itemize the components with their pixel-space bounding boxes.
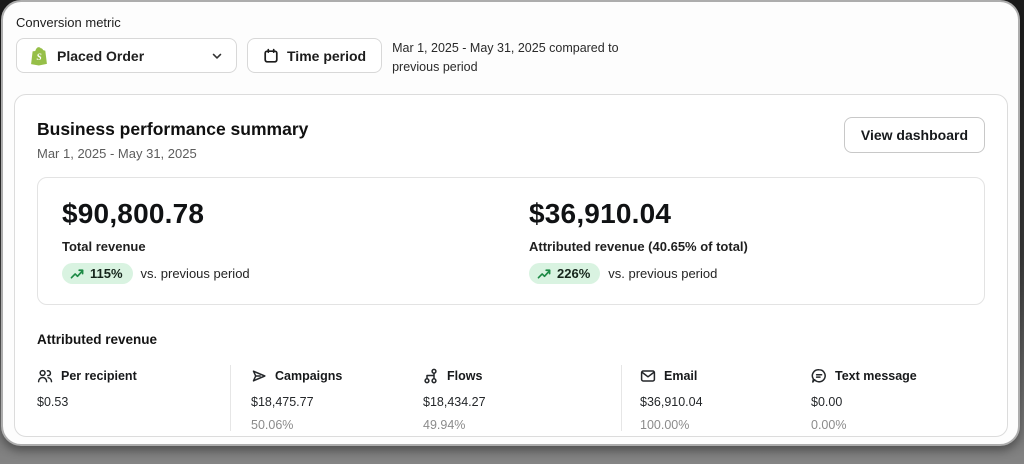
chat-icon <box>811 368 827 384</box>
metric-percent: 50.06% <box>251 417 294 432</box>
conversion-metric-label: Conversion metric <box>16 15 121 30</box>
metric-value: $18,434.27 <box>423 394 486 409</box>
attributed-revenue-metrics: Per recipient $0.53 Campaigns $18,475.77… <box>37 364 985 440</box>
metric-label: Text message <box>835 368 917 383</box>
chevron-down-icon <box>210 49 224 63</box>
metric-campaigns: Campaigns $18,475.77 50.06% <box>251 368 342 432</box>
attributed-revenue-change-note: vs. previous period <box>608 265 718 281</box>
card-subtitle: Mar 1, 2025 - May 31, 2025 <box>37 145 197 161</box>
metric-text-message: Text message $0.00 0.00% <box>811 368 917 432</box>
metric-per-recipient: Per recipient $0.53 <box>37 368 137 418</box>
attributed-revenue-value: $36,910.04 <box>529 197 672 229</box>
attributed-revenue-stat: $36,910.04 Attributed revenue (40.65% of… <box>529 197 748 284</box>
conversion-metric-dropdown[interactable]: S Placed Order <box>16 38 237 73</box>
metric-percent: 49.94% <box>423 417 466 432</box>
total-revenue-label: Total revenue <box>62 238 146 254</box>
shopify-icon: S <box>30 46 48 66</box>
svg-text:S: S <box>37 53 42 63</box>
send-icon <box>251 368 267 384</box>
trend-up-icon <box>537 267 552 280</box>
metric-value: $36,910.04 <box>640 394 703 409</box>
divider <box>230 364 231 431</box>
attributed-revenue-change-badge: 226% <box>529 262 601 284</box>
card-header-text: Business performance summary Mar 1, 2025… <box>37 117 308 161</box>
attributed-revenue-change-row: 226% vs. previous period <box>529 262 748 284</box>
toolbar: Conversion metric S Placed Order <box>3 2 1018 77</box>
metric-email: Email $36,910.04 100.00% <box>640 368 703 432</box>
business-performance-card: Business performance summary Mar 1, 2025… <box>14 93 1008 440</box>
total-revenue-change-row: 115% vs. previous period <box>62 262 529 284</box>
view-dashboard-button[interactable]: View dashboard <box>843 116 985 153</box>
attributed-revenue-change: 226% <box>557 265 591 281</box>
date-range-note: Mar 1, 2025 - May 31, 2025 compared to p… <box>392 41 619 74</box>
total-revenue-change: 115% <box>90 265 123 281</box>
metric-value: $18,475.77 <box>251 394 314 409</box>
conversion-metric-value: Placed Order <box>57 47 145 64</box>
card-header: Business performance summary Mar 1, 2025… <box>37 116 985 161</box>
total-revenue-change-note: vs. previous period <box>140 265 250 281</box>
metric-percent: 0.00% <box>811 417 847 432</box>
trend-up-icon <box>70 267 85 280</box>
calendar-icon <box>263 48 279 64</box>
divider <box>621 364 622 431</box>
toolbar-controls: S Placed Order Time period Mar 1, 2025 - <box>16 38 1004 77</box>
attributed-revenue-label: Attributed revenue (40.65% of total) <box>529 238 748 254</box>
time-period-label: Time period <box>287 47 367 64</box>
revenue-stats-box: $90,800.78 Total revenue 115% vs. previo… <box>37 176 985 305</box>
people-icon <box>37 368 53 384</box>
metric-label: Email <box>664 368 698 383</box>
metric-value: $0.00 <box>811 394 843 409</box>
total-revenue-value: $90,800.78 <box>62 197 205 229</box>
total-revenue-stat: $90,800.78 Total revenue 115% vs. previo… <box>62 197 529 284</box>
time-period-button[interactable]: Time period <box>247 38 383 73</box>
metric-percent: 100.00% <box>640 417 690 432</box>
attributed-revenue-heading: Attributed revenue <box>37 331 158 347</box>
flow-icon <box>423 368 439 384</box>
card-title: Business performance summary <box>37 118 309 139</box>
metric-label: Campaigns <box>275 368 343 383</box>
total-revenue-change-badge: 115% <box>62 262 133 284</box>
metric-flows: Flows $18,434.27 49.94% <box>423 368 486 432</box>
email-icon <box>640 368 656 384</box>
dashboard-panel: Conversion metric S Placed Order <box>1 0 1020 446</box>
metric-label: Per recipient <box>61 368 137 383</box>
metric-label: Flows <box>447 368 483 383</box>
metric-value: $0.53 <box>37 394 69 409</box>
